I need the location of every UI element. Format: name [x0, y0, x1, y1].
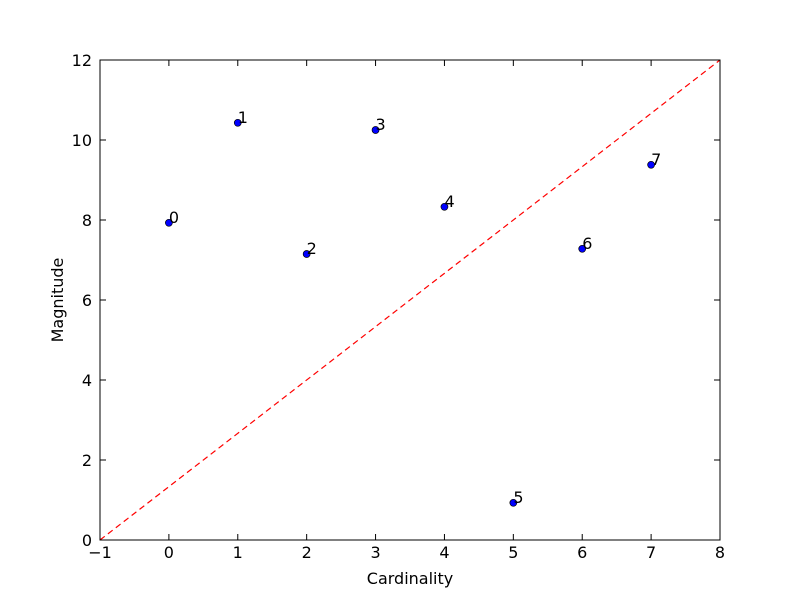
y-tick-label: 0 [82, 531, 92, 550]
point [371, 126, 380, 134]
point [578, 244, 587, 253]
x-tick-label: 5 [508, 543, 518, 562]
point-label: 0 [169, 208, 179, 227]
x-tick-label: 0 [164, 543, 174, 562]
y-tick-label: 2 [82, 451, 92, 470]
x-tick-label: 3 [370, 543, 380, 562]
y-tick-label: 8 [82, 211, 92, 230]
point-label: 6 [582, 234, 592, 253]
point-label: 4 [444, 192, 454, 211]
y-tick-label: 6 [82, 291, 92, 310]
x-axis-label: Cardinality [367, 569, 453, 588]
y-axis-label: Magnitude [48, 258, 67, 343]
point-label: 7 [651, 150, 661, 169]
y-tick-label: 10 [72, 131, 92, 150]
point [165, 218, 173, 227]
point-label: 3 [376, 115, 386, 134]
x-tick-label: 7 [646, 543, 656, 562]
x-tick-label: 2 [302, 543, 312, 562]
x-tick-label: 6 [577, 543, 587, 562]
x-tick-label: −1 [88, 543, 112, 562]
point-label: 1 [238, 108, 248, 127]
x-tick-label: 1 [233, 543, 243, 562]
point-label: 2 [307, 239, 317, 258]
point-label: 5 [513, 488, 523, 507]
point [302, 250, 311, 258]
x-tick-label: 4 [439, 543, 449, 562]
y-tick-label: 4 [82, 371, 92, 390]
point [647, 160, 655, 169]
point [509, 498, 518, 507]
y-tick-label: 12 [72, 51, 92, 70]
plot-frame [99, 59, 721, 541]
x-tick-label: 8 [715, 543, 725, 562]
point [233, 118, 242, 127]
reference-line [99, 59, 721, 541]
point [440, 202, 449, 211]
